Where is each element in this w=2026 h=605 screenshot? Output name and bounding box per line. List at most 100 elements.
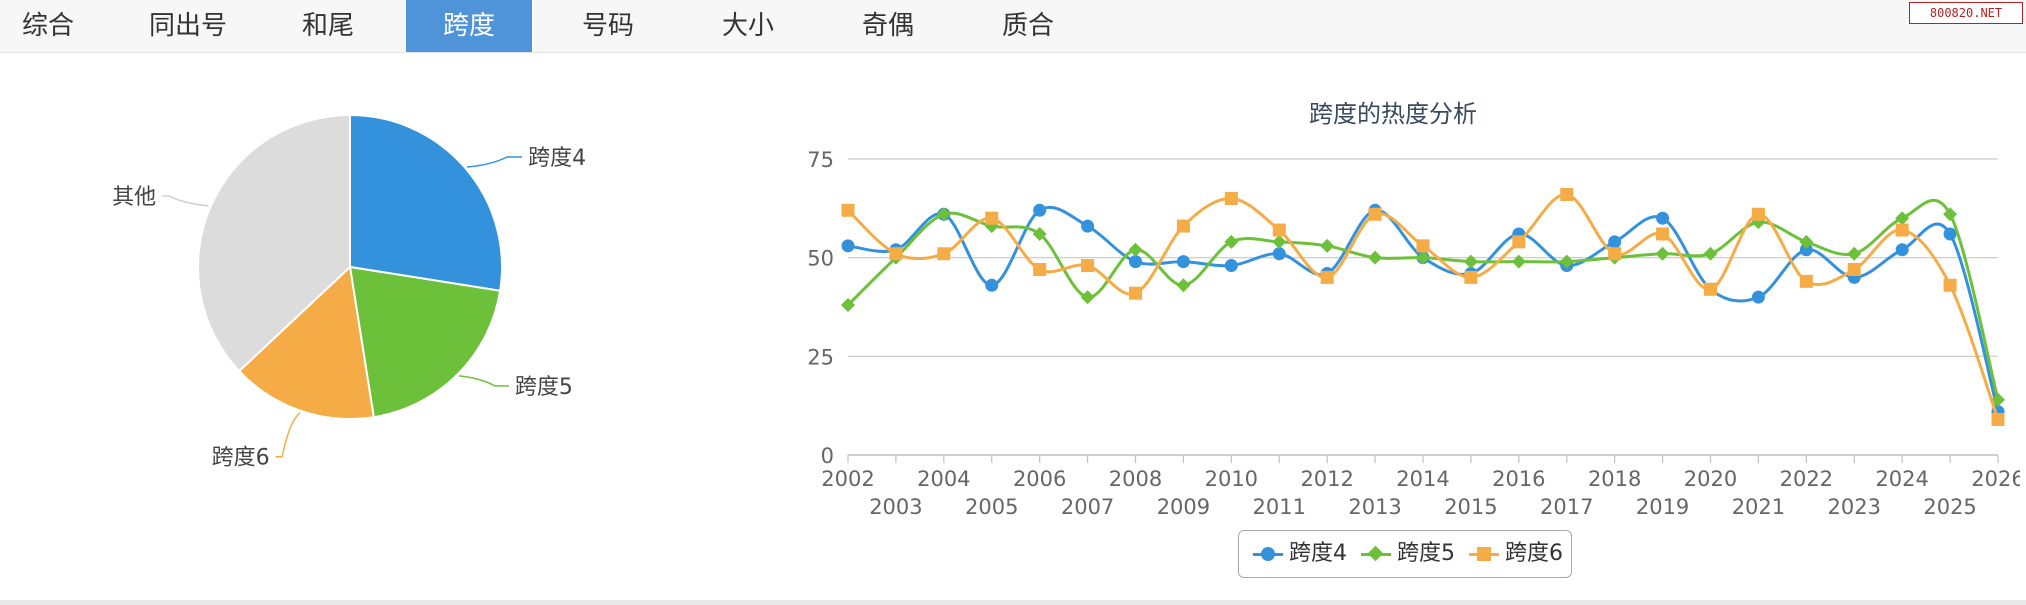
series-1-point-21[interactable] <box>1847 246 1862 261</box>
pie-slice-0[interactable] <box>349 113 503 292</box>
pie-label-2: 跨度6 <box>212 446 270 471</box>
tab-prime-composite[interactable]: 质合 <box>1001 11 1054 41</box>
site-watermark: 800820.NET <box>1909 2 2023 24</box>
pie-connector-3 <box>162 195 209 207</box>
series-2-point-22[interactable] <box>1895 223 1909 237</box>
tab-span[interactable]: 跨度 <box>406 0 532 52</box>
series-0-point-19[interactable] <box>1751 290 1765 304</box>
series-1-point-6[interactable] <box>1128 242 1143 257</box>
series-0-point-7[interactable] <box>1176 255 1190 269</box>
x-tick-label-18: 2020 <box>1684 467 1737 491</box>
tab-size[interactable]: 大小 <box>721 11 774 41</box>
series-0-point-20[interactable] <box>1799 243 1813 257</box>
series-2-point-13[interactable] <box>1464 270 1478 284</box>
series-0-point-22[interactable] <box>1895 243 1909 257</box>
series-1-point-0[interactable] <box>841 298 855 313</box>
series-1-point-23[interactable] <box>1943 207 1958 222</box>
pie-label-3: 其他 <box>112 185 156 210</box>
series-1-point-11[interactable] <box>1368 250 1383 265</box>
series-line-1 <box>846 199 2000 401</box>
series-1-point-9[interactable] <box>1272 234 1287 249</box>
series-1-point-5[interactable] <box>1080 290 1095 305</box>
series-2-point-17[interactable] <box>1656 227 1670 241</box>
x-tick-label-21: 2023 <box>1828 495 1881 519</box>
series-2-point-9[interactable] <box>1272 223 1286 237</box>
series-1-point-14[interactable] <box>1511 254 1526 269</box>
circle-marker-icon <box>1261 547 1275 561</box>
tab-sum-tail[interactable]: 和尾 <box>301 11 354 41</box>
series-2-point-24[interactable] <box>1991 412 2005 426</box>
pie-label-0: 跨度4 <box>528 146 586 171</box>
series-2-point-11[interactable] <box>1368 207 1382 221</box>
chart-legend: 跨度4 跨度5 跨度6 <box>1238 530 1572 578</box>
x-tick-label-0: 2002 <box>821 467 874 491</box>
series-0-point-6[interactable] <box>1129 255 1142 269</box>
series-0-point-17[interactable] <box>1656 211 1670 225</box>
pie-connector-0 <box>467 156 523 168</box>
pie-slice-3[interactable] <box>197 113 351 373</box>
series-2-point-8[interactable] <box>1224 191 1238 205</box>
series-1-point-10[interactable] <box>1320 238 1335 253</box>
y-tick-label-2: 50 <box>807 247 834 271</box>
tab-same-numbers[interactable]: 同出号 <box>148 11 227 41</box>
series-2-point-5[interactable] <box>1081 259 1095 273</box>
series-1-point-24[interactable] <box>1991 392 2005 407</box>
series-1-point-22[interactable] <box>1895 211 1910 226</box>
x-tick-label-16: 2018 <box>1588 467 1641 491</box>
x-tick-label-14: 2016 <box>1492 467 1545 491</box>
series-2-point-16[interactable] <box>1608 247 1622 261</box>
series-2-point-7[interactable] <box>1176 219 1190 233</box>
series-2-point-12[interactable] <box>1416 239 1430 253</box>
x-tick-label-4: 2006 <box>1013 467 1066 491</box>
tab-numbers[interactable]: 号码 <box>581 11 634 41</box>
tab-comprehensive[interactable]: 综合 <box>21 11 74 41</box>
diamond-marker-icon <box>1367 545 1384 562</box>
pie-slice-2[interactable] <box>237 264 375 420</box>
series-2-point-0[interactable] <box>841 203 855 217</box>
pie-slice-1[interactable] <box>348 265 502 419</box>
series-2-point-19[interactable] <box>1751 207 1765 221</box>
x-tick-label-12: 2014 <box>1396 467 1449 491</box>
bottom-divider <box>0 600 2026 605</box>
series-0-point-23[interactable] <box>1943 227 1957 241</box>
series-0-point-0[interactable] <box>841 239 855 253</box>
x-tick-label-17: 2019 <box>1636 495 1689 519</box>
series-0-point-4[interactable] <box>1033 203 1047 217</box>
series-2-point-18[interactable] <box>1704 282 1717 296</box>
y-tick-label-0: 0 <box>821 444 834 468</box>
series-2-point-20[interactable] <box>1799 274 1813 288</box>
series-2-point-3[interactable] <box>985 211 999 225</box>
legend-label-span4: 跨度4 <box>1289 541 1347 566</box>
series-1-point-2[interactable] <box>936 207 951 222</box>
tab-bar: 综合 同出号 和尾 跨度 号码 大小 奇偶 质合 <box>0 0 2026 53</box>
series-2-point-14[interactable] <box>1512 235 1526 249</box>
series-1-point-13[interactable] <box>1463 254 1478 269</box>
x-tick-label-20: 2022 <box>1780 467 1833 491</box>
series-0-point-8[interactable] <box>1224 259 1238 273</box>
series-1-point-7[interactable] <box>1176 278 1191 293</box>
series-2-point-6[interactable] <box>1129 286 1142 300</box>
series-0-point-3[interactable] <box>985 278 999 292</box>
series-2-point-4[interactable] <box>1033 263 1047 277</box>
series-2-point-23[interactable] <box>1943 278 1957 292</box>
series-1-point-8[interactable] <box>1224 234 1239 249</box>
tab-odd-even[interactable]: 奇偶 <box>861 11 914 41</box>
series-2-point-1[interactable] <box>889 247 903 261</box>
series-2-point-15[interactable] <box>1560 188 1574 202</box>
series-1-point-12[interactable] <box>1416 250 1430 265</box>
series-1-point-18[interactable] <box>1703 246 1718 261</box>
series-1-point-17[interactable] <box>1655 246 1670 261</box>
series-2-point-10[interactable] <box>1320 270 1334 284</box>
series-1-point-15[interactable] <box>1559 254 1574 269</box>
series-1-point-20[interactable] <box>1799 234 1814 249</box>
series-2-point-2[interactable] <box>937 247 951 261</box>
line-chart: 跨度的热度分析 0 25 50 75 2002 2003 2004 2005 2006 2007 20… <box>807 100 2020 519</box>
series-1-point-4[interactable] <box>1032 226 1047 241</box>
series-0-point-16[interactable] <box>1608 235 1622 249</box>
x-tick-label-10: 2012 <box>1300 467 1353 491</box>
series-0-point-9[interactable] <box>1272 247 1286 261</box>
series-0-point-5[interactable] <box>1081 219 1095 233</box>
series-2-point-21[interactable] <box>1847 263 1861 277</box>
chart-title: 跨度的热度分析 <box>1309 100 1477 128</box>
legend-label-span6: 跨度6 <box>1505 541 1563 566</box>
